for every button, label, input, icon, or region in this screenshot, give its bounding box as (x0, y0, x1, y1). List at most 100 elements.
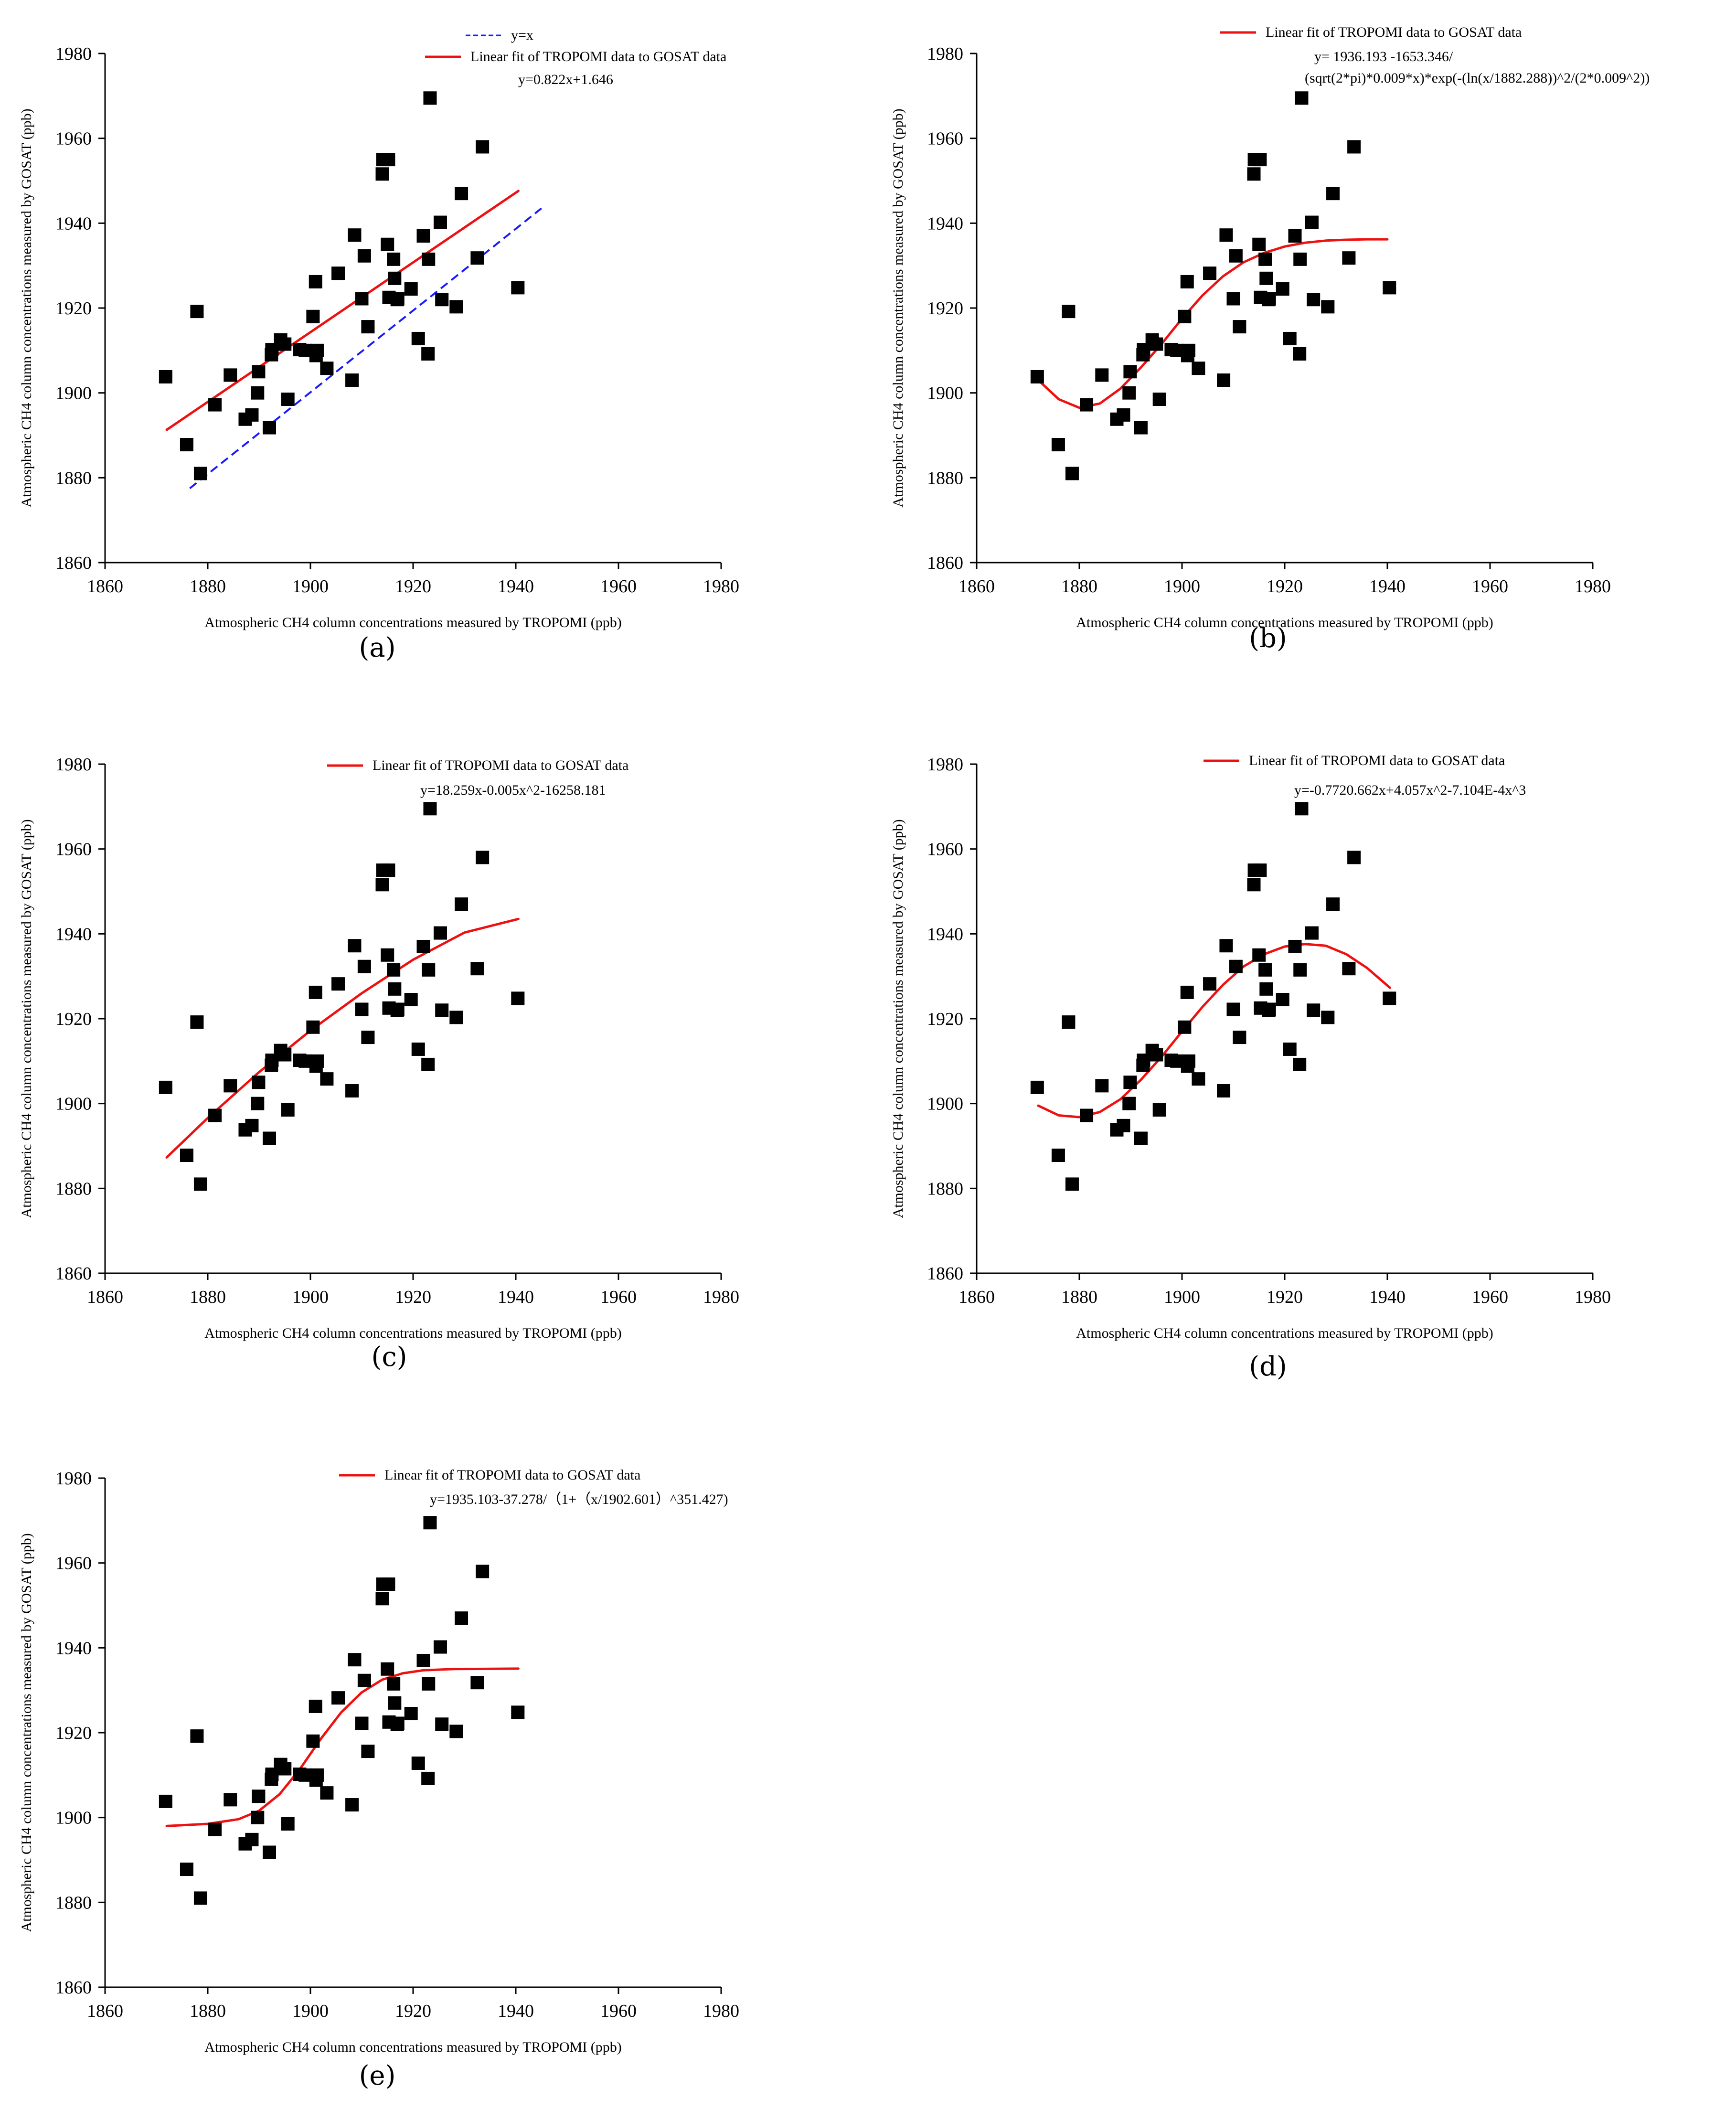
data-point (345, 373, 359, 387)
data-point (423, 91, 437, 105)
data-point (1062, 305, 1076, 319)
data-point (1305, 215, 1319, 229)
data-point (278, 337, 292, 351)
data-point (1217, 1084, 1231, 1098)
data-point (310, 1768, 324, 1782)
data-point (1347, 140, 1361, 154)
x-tick-label: 1920 (1267, 1287, 1303, 1307)
data-point (1134, 421, 1148, 435)
y-tick-label: 1920 (55, 1723, 92, 1743)
data-point (278, 1048, 292, 1062)
x-axis-title: Atmospheric CH4 column concentrations me… (204, 2039, 621, 2055)
data-point (190, 305, 204, 319)
data-point (1030, 370, 1044, 383)
data-point (422, 1677, 436, 1691)
data-point (1080, 398, 1094, 412)
data-point (1295, 91, 1309, 105)
data-point (345, 1798, 359, 1812)
data-point (309, 275, 322, 288)
data-point (449, 1011, 463, 1024)
data-point (421, 1057, 435, 1071)
data-point (1326, 187, 1340, 201)
data-point (1288, 939, 1302, 953)
data-point (1288, 229, 1302, 243)
data-point (252, 365, 266, 379)
y-axis-title: Atmospheric CH4 column concentrations me… (19, 108, 34, 507)
y-tick-label: 1960 (927, 840, 963, 860)
data-point (1152, 1103, 1166, 1117)
y-tick-label: 1900 (927, 1094, 963, 1114)
y-tick-label: 1940 (55, 924, 92, 944)
data-point (1182, 1054, 1195, 1068)
data-point (381, 1662, 394, 1676)
data-point (1233, 1031, 1246, 1044)
x-tick-label: 1860 (959, 1287, 995, 1307)
data-point (1247, 167, 1261, 181)
data-point (388, 271, 402, 285)
y-tick-label: 1880 (927, 1179, 963, 1199)
x-tick-label: 1900 (1164, 1287, 1200, 1307)
fit-curve (165, 190, 520, 431)
data-point (476, 1565, 490, 1578)
data-point (1065, 467, 1079, 480)
data-point (180, 438, 193, 452)
data-point (1080, 1108, 1094, 1122)
data-point (281, 1103, 295, 1117)
data-point (1283, 331, 1297, 345)
data-point (1192, 1072, 1205, 1086)
data-point (208, 1108, 222, 1122)
y-tick-label: 1920 (55, 298, 92, 319)
data-point (224, 1079, 237, 1093)
x-axis-title: Atmospheric CH4 column concentrations me… (1076, 1325, 1493, 1341)
y-tick-label: 1980 (55, 1469, 92, 1489)
data-point (1283, 1042, 1297, 1056)
y-tick-label: 1960 (927, 129, 963, 149)
y-tick-label: 1940 (55, 1638, 92, 1658)
data-point (1383, 281, 1396, 295)
data-point (361, 1745, 375, 1758)
data-point (1226, 292, 1240, 306)
data-point (245, 408, 259, 422)
data-point (387, 252, 401, 266)
data-point (435, 293, 449, 307)
x-tick-label: 1940 (1369, 1287, 1406, 1307)
x-tick-label: 1860 (87, 1287, 123, 1307)
scatter-points (1030, 91, 1396, 480)
y-tick-label: 1860 (927, 553, 963, 573)
data-point (1252, 237, 1266, 251)
y-tick-label: 1900 (55, 1808, 92, 1828)
data-point (388, 1696, 402, 1710)
data-point (388, 982, 402, 996)
y-tick-label: 1980 (927, 755, 963, 775)
data-point (159, 370, 172, 383)
data-point (263, 1131, 276, 1145)
x-tick-label: 1940 (498, 576, 534, 596)
data-point (416, 1653, 430, 1667)
data-point (416, 939, 430, 953)
data-point (208, 398, 222, 412)
data-point (1293, 963, 1307, 977)
x-tick-label: 1960 (1472, 576, 1508, 596)
data-point (470, 962, 484, 976)
data-point (1051, 1149, 1065, 1162)
fit-equation: y= 1936.193 -1653.346/ (1314, 49, 1453, 64)
x-tick-label: 1960 (1472, 1287, 1508, 1307)
data-point (1150, 1048, 1163, 1062)
data-point (263, 1845, 276, 1859)
data-point (375, 167, 389, 181)
data-point (433, 1640, 447, 1654)
data-point (320, 1072, 334, 1086)
y-axis-title: Atmospheric CH4 column concentrations me… (19, 819, 34, 1218)
data-point (1152, 392, 1166, 406)
data-point (1217, 373, 1231, 387)
data-point (306, 309, 320, 323)
data-point (449, 1725, 463, 1738)
data-point (1276, 993, 1289, 1007)
y-tick-label: 1960 (55, 1554, 92, 1574)
data-point (411, 331, 425, 345)
y-tick-label: 1920 (927, 1009, 963, 1029)
data-point (422, 252, 436, 266)
data-point (476, 140, 490, 154)
data-point (511, 1705, 525, 1719)
x-axis-title: Atmospheric CH4 column concentrations me… (204, 1325, 621, 1341)
